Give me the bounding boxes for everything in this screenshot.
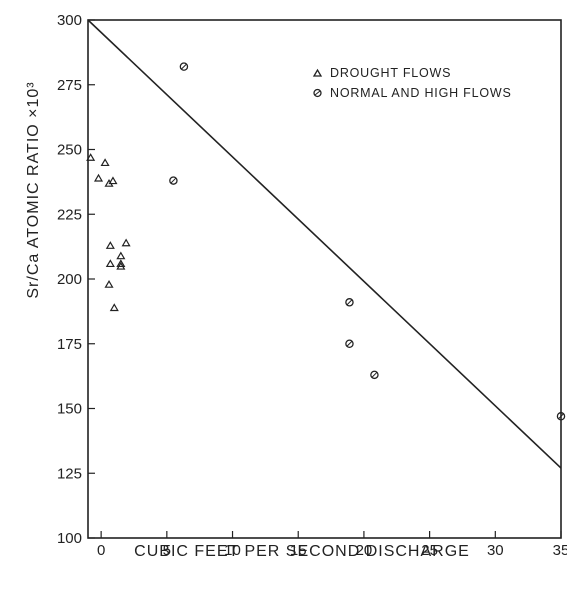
x-tick-label: 25 bbox=[421, 542, 438, 559]
legend: DROUGHT FLOWS NORMAL AND HIGH FLOWS bbox=[312, 66, 512, 100]
drought-flow-point bbox=[116, 251, 126, 260]
legend-item-normal-high: NORMAL AND HIGH FLOWS bbox=[313, 86, 512, 100]
drought-flow-point bbox=[100, 158, 110, 167]
trend-line bbox=[87, 19, 562, 469]
legend-label-normal-high: NORMAL AND HIGH FLOWS bbox=[330, 86, 512, 100]
y-tick-label: 275 bbox=[57, 77, 82, 94]
drought-flow-point bbox=[105, 241, 115, 249]
normal-high-flow-point bbox=[370, 370, 379, 380]
y-axis-label: Sr/Ca ATOMIC RATIO ×10³ bbox=[25, 81, 42, 298]
normal-high-flow-point-hatch bbox=[558, 413, 564, 420]
drought-flow-point bbox=[104, 279, 114, 288]
x-axis-label: CUBIC FEET PER SECOND DISCHARGE bbox=[134, 543, 470, 560]
legend-item-drought: DROUGHT FLOWS bbox=[312, 66, 451, 80]
normal-high-flow-point bbox=[179, 62, 189, 71]
normal-high-flow-point-hatch bbox=[181, 63, 187, 70]
y-tick-label: 200 bbox=[57, 271, 82, 288]
drought-flow-point bbox=[105, 259, 115, 268]
x-tick-label: 35 bbox=[553, 542, 567, 559]
y-tick-label: 250 bbox=[57, 142, 82, 159]
normal-high-flow-point bbox=[169, 176, 178, 185]
drought-flow-point bbox=[121, 238, 131, 247]
normal-high-flow-point bbox=[345, 339, 354, 348]
drought-flow-point bbox=[116, 261, 126, 270]
legend-circle-marker bbox=[313, 88, 322, 98]
normal-high-flow-point-hatch bbox=[170, 177, 177, 184]
y-tick-label: 225 bbox=[57, 206, 82, 223]
x-tick-label: 15 bbox=[290, 542, 307, 559]
normal-high-flow-point bbox=[345, 298, 354, 307]
drought-flow-point bbox=[86, 153, 96, 161]
x-tick-label: 20 bbox=[356, 542, 373, 559]
drought-flow-point bbox=[93, 173, 104, 182]
y-tick-label: 175 bbox=[57, 336, 82, 353]
drought-flow-point bbox=[116, 259, 126, 268]
ticks-layer: 100 125 150 175 200 225 250 275 300 0 5 10 15 20 25 30 3… bbox=[57, 12, 567, 559]
x-tick-label: 0 bbox=[97, 542, 105, 559]
x-tick-label: 5 bbox=[163, 542, 171, 559]
legend-label-drought: DROUGHT FLOWS bbox=[330, 66, 451, 80]
x-tick-label: 30 bbox=[487, 542, 504, 559]
data-points-layer bbox=[86, 62, 566, 421]
y-tick-label: 100 bbox=[57, 530, 82, 547]
y-tick-label: 300 bbox=[57, 12, 82, 29]
legend-triangle-marker bbox=[312, 68, 323, 77]
normal-high-flow-point-hatch bbox=[346, 340, 353, 347]
drought-flow-point bbox=[109, 303, 119, 312]
drought-flow-point bbox=[108, 176, 118, 185]
y-tick-label: 125 bbox=[57, 465, 82, 482]
normal-high-flow-point-hatch bbox=[346, 299, 353, 306]
x-tick-label: 10 bbox=[224, 542, 241, 559]
trend-line-layer bbox=[87, 19, 562, 469]
normal-high-flow-point bbox=[556, 412, 566, 421]
normal-high-flow-point-hatch bbox=[371, 372, 378, 378]
y-tick-label: 150 bbox=[57, 401, 82, 418]
